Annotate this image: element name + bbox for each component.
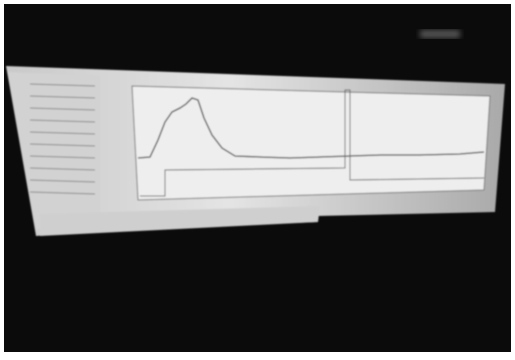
light-spot — [420, 30, 460, 38]
page — [0, 0, 515, 356]
plot-area — [132, 86, 490, 200]
photo — [0, 0, 515, 356]
monitor-screen — [6, 66, 505, 236]
